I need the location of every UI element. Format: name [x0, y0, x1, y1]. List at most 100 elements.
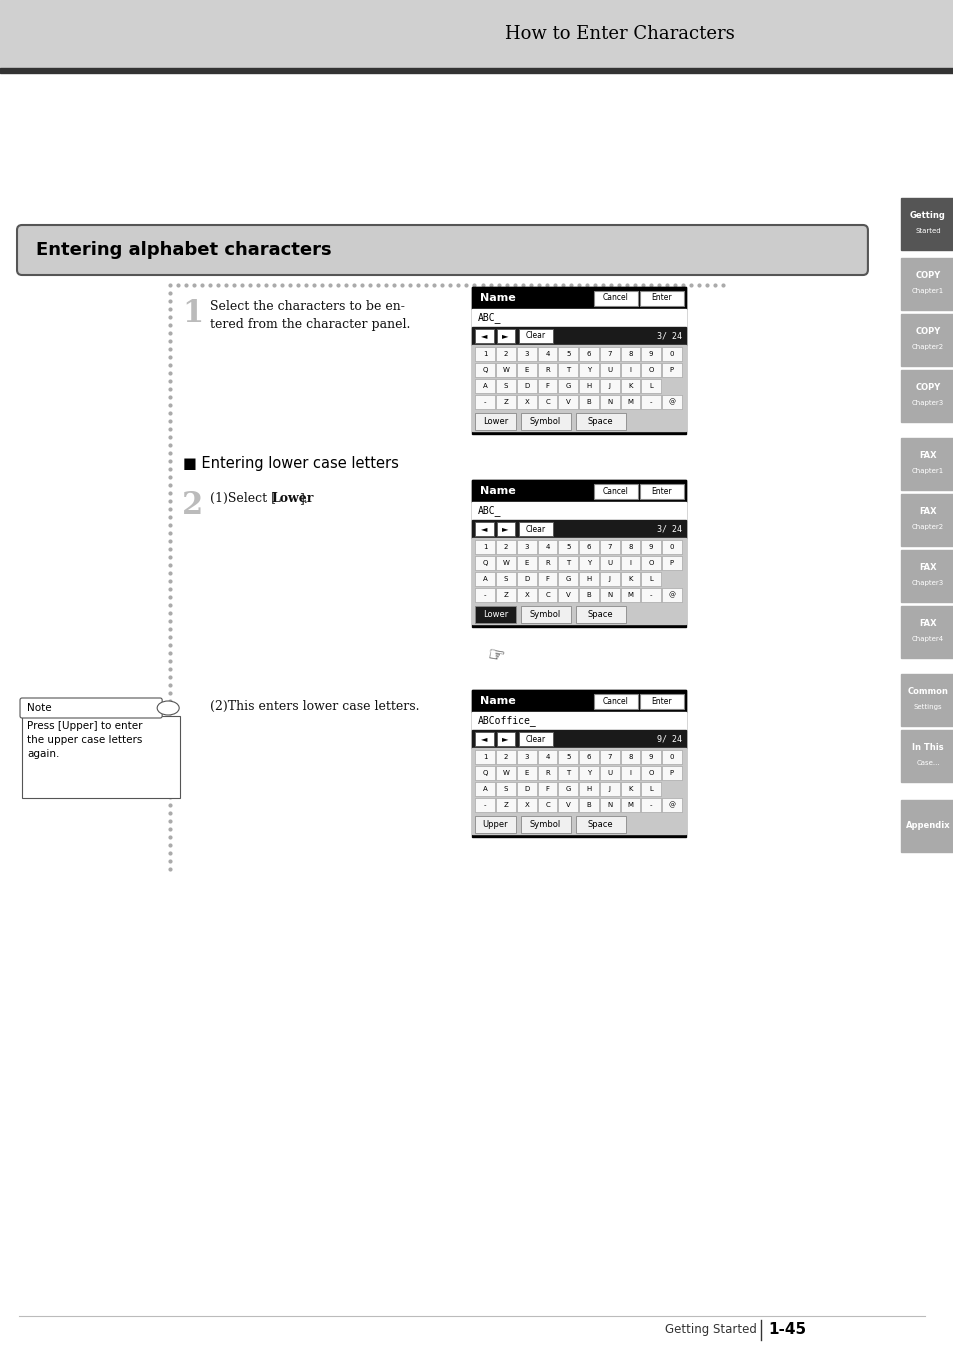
Text: J: J	[608, 786, 610, 792]
Bar	[472, 327, 685, 346]
Bar	[475, 606, 515, 622]
Text: 5: 5	[565, 351, 570, 356]
Bar	[472, 690, 685, 837]
Text: the upper case letters: the upper case letters	[27, 734, 142, 745]
Text: 3: 3	[524, 351, 529, 356]
FancyBboxPatch shape	[17, 225, 867, 275]
Text: Getting Started: Getting Started	[664, 1323, 756, 1336]
Bar	[558, 379, 578, 393]
Text: ►: ►	[501, 734, 508, 744]
Bar	[575, 815, 625, 833]
Text: K: K	[627, 576, 632, 582]
Text: 1: 1	[482, 544, 487, 549]
Bar	[575, 606, 625, 622]
Bar	[517, 556, 537, 570]
Text: O: O	[648, 560, 653, 566]
Bar	[578, 379, 598, 393]
Text: G: G	[565, 786, 570, 792]
Text: A: A	[482, 576, 487, 582]
Text: H: H	[586, 383, 591, 389]
Text: U: U	[606, 769, 612, 776]
Bar	[472, 309, 685, 327]
Text: U: U	[606, 367, 612, 373]
Bar	[472, 690, 685, 711]
Bar	[472, 346, 685, 431]
Text: 6: 6	[586, 755, 591, 760]
Bar	[520, 413, 570, 431]
Text: Case...: Case...	[915, 760, 939, 765]
Bar	[496, 379, 516, 393]
Text: T: T	[565, 367, 570, 373]
Text: O: O	[648, 367, 653, 373]
Text: Y: Y	[586, 367, 591, 373]
Text: I: I	[629, 560, 631, 566]
Text: 4: 4	[545, 351, 549, 356]
Text: again.: again.	[27, 749, 59, 759]
Text: 4: 4	[545, 544, 549, 549]
FancyBboxPatch shape	[20, 698, 162, 718]
Bar	[537, 556, 557, 570]
Text: 9: 9	[648, 755, 653, 760]
Bar	[472, 481, 685, 626]
Text: -: -	[649, 802, 652, 809]
Bar	[558, 798, 578, 811]
Text: Chapter4: Chapter4	[911, 636, 943, 643]
Text: C: C	[544, 400, 549, 405]
Bar	[599, 347, 618, 360]
Bar	[558, 751, 578, 764]
Text: L: L	[648, 576, 653, 582]
Text: -: -	[483, 802, 486, 809]
Text: Clear: Clear	[525, 525, 545, 533]
Bar	[900, 549, 953, 602]
Bar	[599, 540, 618, 553]
Bar	[578, 589, 598, 602]
Text: 7: 7	[607, 755, 611, 760]
Bar	[475, 347, 495, 360]
Text: B: B	[586, 400, 591, 405]
Text: Clear: Clear	[525, 332, 545, 340]
Bar	[619, 379, 639, 393]
Text: -: -	[649, 400, 652, 405]
Bar	[599, 379, 618, 393]
Text: Lower: Lower	[482, 417, 508, 427]
Text: V: V	[565, 400, 570, 405]
Bar	[619, 396, 639, 409]
Bar	[517, 347, 537, 360]
Text: ☞: ☞	[485, 645, 505, 667]
Text: J: J	[608, 383, 610, 389]
Bar	[496, 732, 514, 747]
Bar	[599, 556, 618, 570]
Text: N: N	[606, 802, 612, 809]
Bar	[0, 68, 953, 73]
Text: Getting: Getting	[909, 212, 945, 220]
Text: 4: 4	[545, 755, 549, 760]
Bar	[475, 522, 493, 536]
Bar	[661, 765, 681, 780]
Bar	[475, 396, 495, 409]
Text: 5: 5	[565, 755, 570, 760]
Bar	[472, 502, 685, 520]
Text: I: I	[629, 367, 631, 373]
Bar	[900, 370, 953, 423]
Text: Upper: Upper	[482, 819, 508, 829]
Bar	[472, 730, 685, 748]
Bar	[639, 290, 683, 305]
Bar	[619, 363, 639, 377]
Text: Select the characters to be en-: Select the characters to be en-	[210, 300, 405, 313]
Bar	[578, 798, 598, 811]
Text: Enter: Enter	[651, 697, 671, 706]
Text: Name: Name	[479, 293, 515, 302]
Text: 2: 2	[503, 351, 508, 356]
Text: F: F	[545, 576, 549, 582]
Bar	[475, 751, 495, 764]
Bar	[661, 589, 681, 602]
Text: S: S	[503, 576, 508, 582]
Text: 6: 6	[586, 544, 591, 549]
Text: Space: Space	[587, 610, 613, 620]
Text: E: E	[524, 560, 528, 566]
Bar	[475, 556, 495, 570]
Text: 0: 0	[669, 755, 674, 760]
Bar	[472, 711, 685, 730]
Text: L: L	[648, 786, 653, 792]
Text: 8: 8	[627, 351, 632, 356]
